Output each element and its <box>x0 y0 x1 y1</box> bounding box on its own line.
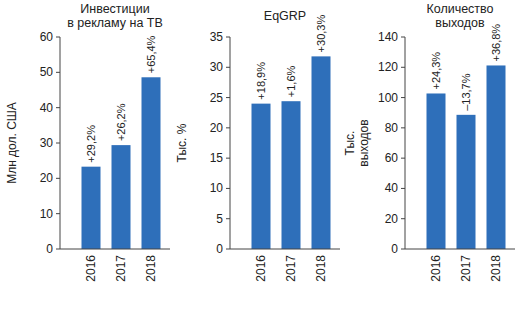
y-tick <box>401 188 405 189</box>
y-tick-label: 10 <box>210 181 224 195</box>
annotation: +18,9% <box>255 62 267 100</box>
bar <box>282 101 301 249</box>
y-axis-line <box>230 37 231 249</box>
annotation: +1,6% <box>285 65 297 97</box>
title: выходов <box>435 16 485 30</box>
y-tick <box>401 249 405 250</box>
panel: КоличествовыходовТыс.выходов020406080100… <box>343 2 515 282</box>
y-tick-label: 100 <box>378 91 398 105</box>
x-tick-label: 2016 <box>84 255 98 282</box>
y-tick-label: 0 <box>391 242 398 256</box>
y-tick-label: 60 <box>40 30 54 44</box>
y-tick <box>56 37 60 38</box>
bar <box>112 145 131 249</box>
y-tick <box>401 218 405 219</box>
y-tick-label: 30 <box>210 60 224 74</box>
y-tick-label: 10 <box>40 207 54 221</box>
x-tick-label: 2018 <box>144 255 158 282</box>
y-tick <box>226 188 230 189</box>
y-axis-line <box>405 37 406 249</box>
bars <box>427 65 506 249</box>
y-tick-label: 20 <box>210 121 224 135</box>
bar <box>457 115 476 249</box>
x-tick-label: 2016 <box>254 255 268 282</box>
y-tick-label: 0 <box>46 242 53 256</box>
annotation: +29,2% <box>85 125 97 163</box>
y-tick-label: 30 <box>40 136 54 150</box>
title: Инвестиции <box>80 2 149 16</box>
bar <box>427 93 446 249</box>
x-tick-label: 2016 <box>429 255 443 282</box>
y-tick <box>56 72 60 73</box>
annotation: +26,2% <box>115 103 127 141</box>
bar <box>82 167 101 249</box>
panel: Инвестициив рекламу на ТВ Млн дол. США 0 10… <box>5 2 170 282</box>
annotation: +65,4% <box>145 35 157 73</box>
y-tick <box>226 127 230 128</box>
y-tick <box>401 67 405 68</box>
y-axis-label: выходов <box>357 119 371 166</box>
title: Количество <box>426 2 493 16</box>
x-axis-line <box>60 249 170 250</box>
y-tick-label: 25 <box>210 91 224 105</box>
y-tick <box>401 97 405 98</box>
annotation: +36,8% <box>490 24 502 62</box>
y-tick <box>401 37 405 38</box>
y-tick <box>226 218 230 219</box>
y-axis-label: Млн дол. США <box>5 102 19 184</box>
y-tick-label: 15 <box>210 151 224 165</box>
y-tick-label: 40 <box>385 181 399 195</box>
y-tick-label: 60 <box>385 151 399 165</box>
x-tick-label: 2017 <box>459 255 473 282</box>
bar <box>252 104 271 249</box>
annotation: +30,3% <box>315 15 327 53</box>
x-tick-label: 2018 <box>314 255 328 282</box>
bar <box>312 56 331 249</box>
bar <box>487 65 506 249</box>
bars <box>82 77 161 249</box>
y-tick <box>56 143 60 144</box>
x-tick-label: 2017 <box>114 255 128 282</box>
y-tick <box>226 67 230 68</box>
bars <box>252 56 331 249</box>
title: в рекламу на ТВ <box>67 16 163 30</box>
y-tick <box>226 249 230 250</box>
y-axis-line <box>60 37 61 249</box>
y-tick <box>401 127 405 128</box>
y-tick-label: 20 <box>385 212 399 226</box>
x-axis-line <box>230 249 340 250</box>
y-tick <box>401 158 405 159</box>
y-tick-label: 120 <box>378 60 398 74</box>
y-tick-label: 5 <box>216 212 223 226</box>
y-tick-label: 40 <box>40 101 54 115</box>
y-tick-label: 50 <box>40 65 54 79</box>
bar <box>142 77 161 249</box>
panel: EqGRP Тыс. % 0 5 10 15 20 25 30 35 2016 +18,9% 2017 +… <box>175 9 340 282</box>
y-tick <box>226 97 230 98</box>
y-tick <box>56 178 60 179</box>
y-tick <box>56 107 60 108</box>
title: EqGRP <box>264 9 306 23</box>
y-tick-label: 140 <box>378 30 398 44</box>
chart-canvas: Инвестициив рекламу на ТВ Млн дол. США 0 10… <box>0 0 520 313</box>
annotation: –13,7% <box>460 73 472 111</box>
y-tick-label: 20 <box>40 171 54 185</box>
y-tick <box>226 158 230 159</box>
y-axis-label: Тыс. <box>343 131 357 156</box>
x-tick-label: 2018 <box>489 255 503 282</box>
annotation: +24,3% <box>430 52 442 90</box>
y-tick <box>56 213 60 214</box>
x-axis-line <box>405 249 515 250</box>
y-tick <box>226 37 230 38</box>
y-tick-label: 80 <box>385 121 399 135</box>
y-tick-label: 0 <box>216 242 223 256</box>
x-tick-label: 2017 <box>284 255 298 282</box>
y-tick <box>56 249 60 250</box>
y-axis-label: Тыс. % <box>175 123 189 162</box>
y-tick-label: 35 <box>210 30 224 44</box>
